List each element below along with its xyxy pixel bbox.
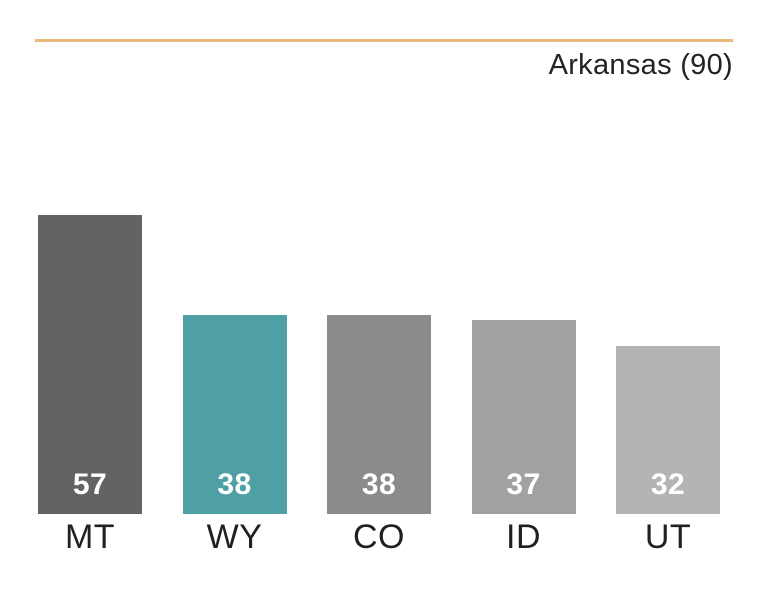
bar-mt: 57: [38, 215, 142, 514]
bar-wy: 38: [182, 315, 287, 514]
bar-ut: 32: [616, 346, 720, 514]
bar-group-wy: 38 WY: [182, 42, 287, 554]
bar-category-label-id: ID: [506, 518, 541, 556]
bar-value-label-wy: 38: [217, 468, 252, 501]
bar-chart-plot-area: 57 MT 38 WY 38 CO 37 ID 32 UT: [38, 42, 720, 554]
bar-group-co: 38 CO: [327, 42, 431, 554]
bar-value-label-ut: 32: [650, 468, 686, 501]
bar-value-label-co: 38: [361, 468, 397, 501]
bar-category-label-mt: MT: [64, 518, 116, 556]
bar-value-label-id: 37: [506, 468, 541, 501]
bar-category-label-wy: WY: [206, 518, 263, 556]
bar-group-ut: 32 UT: [616, 42, 720, 554]
chart-title: Arkansas (90): [548, 49, 733, 81]
bar-id: 37: [471, 320, 576, 514]
bar-category-label-ut: UT: [644, 518, 692, 556]
bar-co: 38: [327, 315, 431, 514]
bar-value-label-mt: 57: [72, 468, 108, 501]
bar-group-mt: 57 MT: [38, 42, 142, 554]
bar-category-label-co: CO: [353, 518, 405, 556]
reference-line-arkansas: [35, 39, 733, 42]
bar-group-id: 37 ID: [471, 42, 576, 554]
